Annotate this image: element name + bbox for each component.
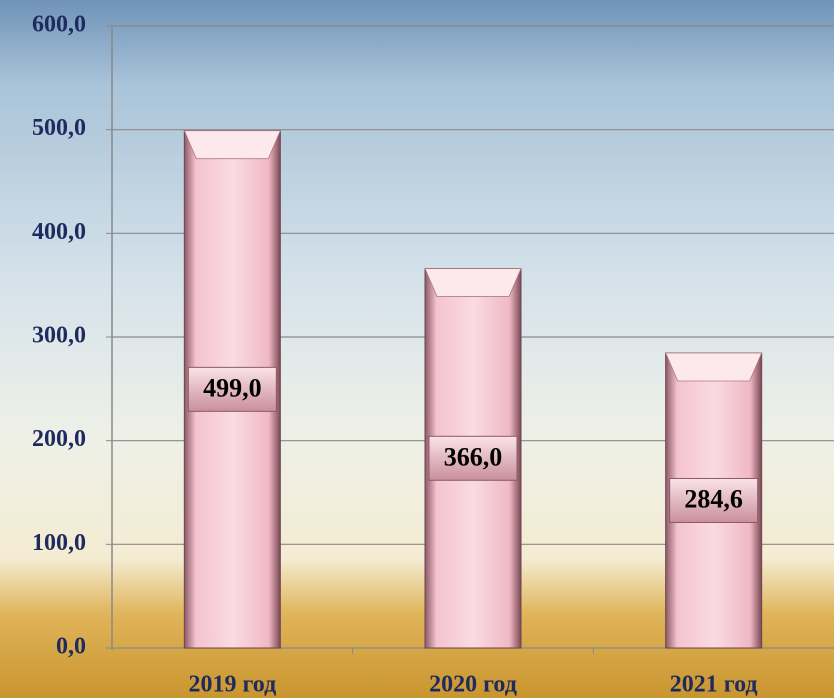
value-label: 366,0	[444, 442, 503, 471]
bar-bevel	[425, 269, 521, 297]
y-tick-label: 500,0	[32, 115, 86, 141]
value-label: 499,0	[203, 373, 262, 402]
x-tick-label: 2019 год	[188, 672, 276, 698]
y-tick-label: 100,0	[32, 530, 86, 556]
y-tick-label: 200,0	[32, 426, 86, 452]
page: 0,0 100,0 200,0 300,0 400,0 500,0 600,0 2019 го…	[0, 0, 834, 698]
bar-bevel	[184, 131, 280, 159]
bar-bevel	[666, 353, 762, 381]
chart: 0,0 100,0 200,0 300,0 400,0 500,0 600,0 2019 го…	[0, 0, 834, 698]
y-tick-label: 600,0	[32, 12, 86, 38]
y-tick-label: 300,0	[32, 323, 86, 349]
x-tick-label: 2021 год	[670, 672, 758, 698]
y-tick-label: 0,0	[56, 634, 86, 660]
value-label: 284,6	[684, 484, 743, 513]
x-tick-label: 2020 год	[429, 672, 517, 698]
y-tick-label: 400,0	[32, 219, 86, 245]
